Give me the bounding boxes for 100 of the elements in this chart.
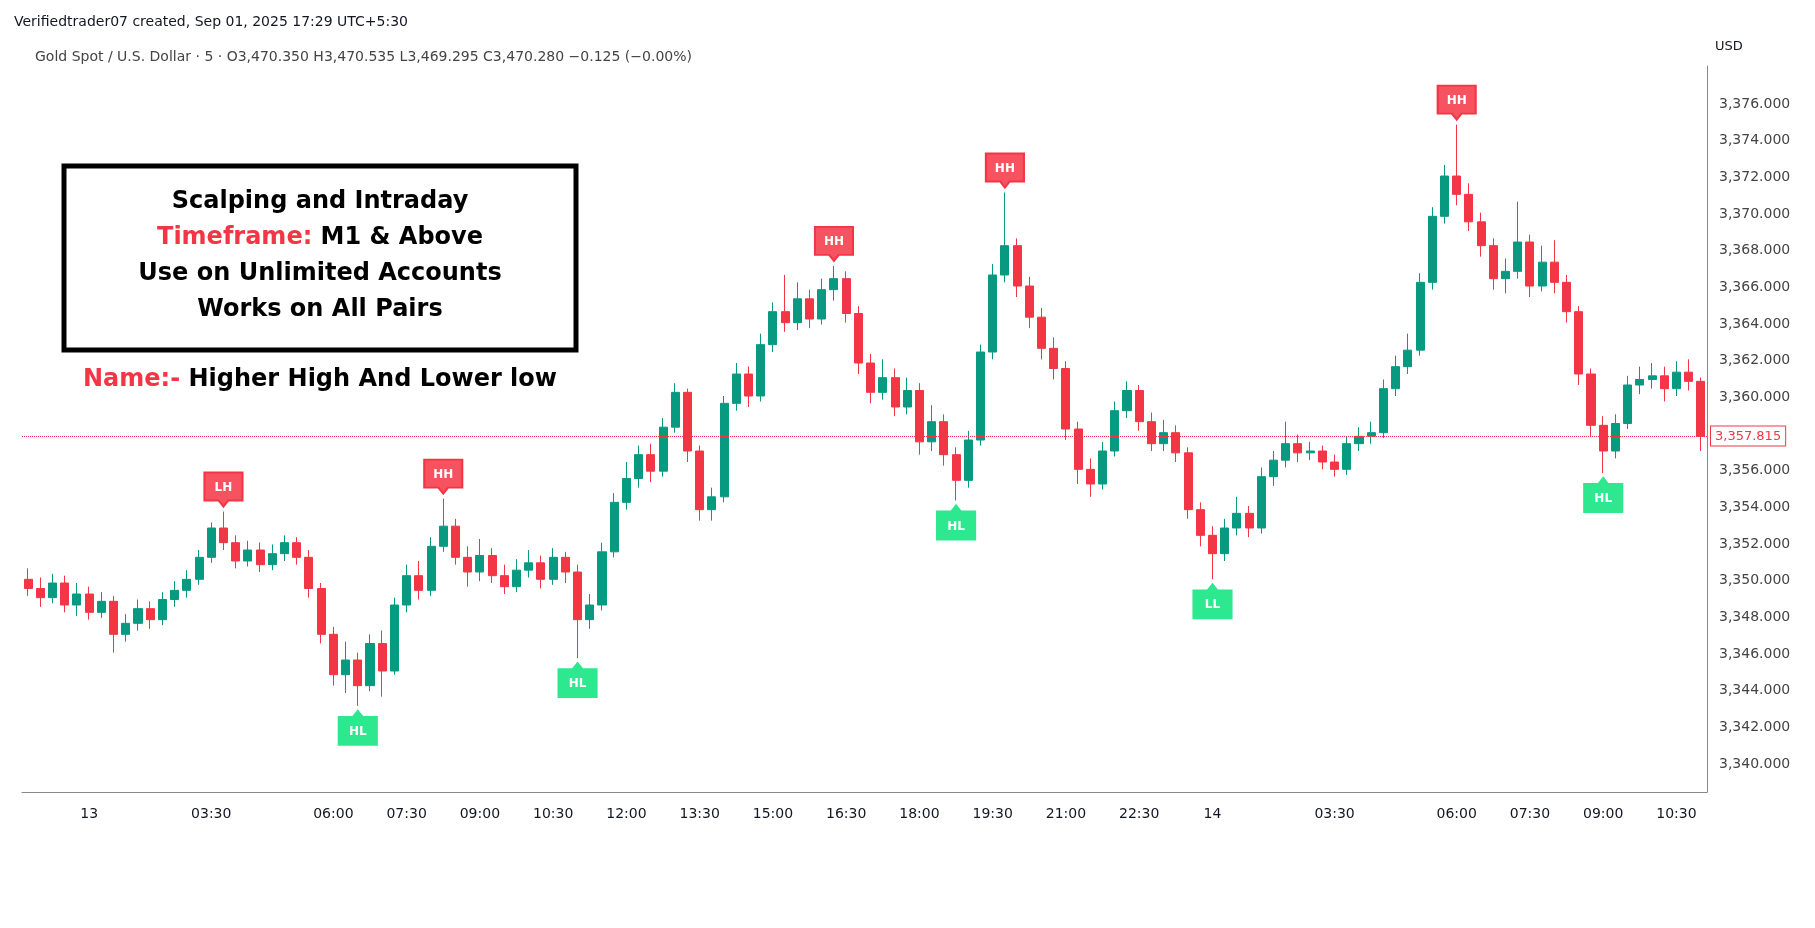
candlestick [451,518,460,566]
candlestick [1122,380,1132,419]
candlestick [292,536,301,566]
candlestick [952,446,961,501]
candlestick [1208,525,1217,580]
y-tick-label: 3,350.000 [1719,571,1791,588]
y-tick-label: 3,372.000 [1719,168,1791,184]
candlestick [854,305,863,375]
x-tick-label: 18:00 [899,805,940,821]
candlestick [1416,272,1425,357]
candlestick [1220,518,1229,562]
annotation: HL [1594,491,1613,505]
candlestick [1513,201,1522,280]
candlestick [536,555,545,589]
x-tick-label: 07:30 [1509,805,1551,821]
candlestick [561,551,570,584]
x-tick-label: 09:00 [1583,805,1624,821]
candlestick [1013,237,1022,298]
candlestick [1196,501,1205,547]
annotation: HL [947,518,966,533]
x-tick-label: 06:00 [1436,805,1477,821]
candlestick [1135,384,1144,432]
candlestick [1342,435,1351,476]
candlestick [1623,375,1632,430]
y-tick-label: 3,362.000 [1719,351,1791,368]
candlestick [1037,307,1046,360]
candlestick [1257,467,1266,534]
candlestick [1306,441,1315,461]
annotation: Timeframe: M1 & Above [157,222,483,250]
candlestick [1245,505,1254,538]
x-tick-label: 10:30 [532,805,574,821]
x-tick-label: 12:00 [606,805,647,821]
candlestick [1428,206,1437,291]
y-tick-label: 3,360.000 [1719,388,1791,404]
text: Verifiedtrader07 created, Sep 01, 2025 17:29 UTC+5:30 [14,13,408,29]
candlestick [634,445,643,489]
candlestick [1452,124,1461,206]
candlestick [170,580,179,608]
annotation: HH [823,233,845,248]
candlestick [1403,333,1412,375]
candlestick [1635,366,1644,395]
candlestick [1049,336,1058,380]
candlestick [793,281,802,331]
x-tick-label: 22:30 [1119,805,1160,821]
candlestick [1501,258,1510,294]
candlestick [36,577,45,608]
candlestick [1562,274,1571,324]
candlestick [1525,234,1534,298]
candlestick [622,461,631,511]
candlestick [365,633,375,692]
candlestick [842,270,851,324]
candlestick [182,569,191,599]
candlestick [317,582,326,644]
candlestick [207,522,216,564]
x-tick-label: 15:00 [752,805,794,821]
candlestick [549,547,558,586]
candlestick [463,545,472,588]
candlestick [427,536,436,597]
annotation: HL [568,676,587,691]
candlestick [829,265,838,302]
annotation: HH [433,466,454,481]
candlestick [85,586,94,621]
x-tick-label: 21:00 [1045,805,1087,821]
y-tick-label: 3,374.000 [1719,131,1791,148]
candlestick [744,366,753,408]
candlestick [353,652,362,707]
candlestick [573,564,582,659]
candlestick [988,263,997,360]
candlestick [243,540,252,567]
x-tick-label: 03:30 [1314,805,1355,821]
candlestick [488,547,497,584]
candlestick [304,549,313,599]
candlestick [695,445,704,522]
candlestick [756,333,765,402]
candlestick [781,274,790,333]
y-tick-label: 3,354.000 [1719,498,1791,514]
candlestick [146,600,155,630]
candlestick [903,377,912,415]
candlestick [1379,379,1388,439]
candlestick [1440,164,1449,225]
candlestick [256,542,265,573]
candlestick [976,344,985,446]
candlestick [671,382,680,434]
candlestick [866,353,875,404]
candlestick [597,542,607,611]
y-axis-title: USD [1715,38,1743,53]
y-tick-label: 3,344.000 [1719,681,1791,698]
candlestick [60,575,69,613]
candlestick [378,630,387,698]
annotation: Works on All Pairs [197,294,443,322]
candlestick [1574,305,1583,386]
candlestick [231,534,240,569]
candlestick [1232,496,1241,536]
candlestick [1611,413,1620,459]
candlestick [1672,360,1681,397]
candlestick [1477,212,1486,258]
x-tick-label: 13 [80,805,99,821]
x-tick-label: 14 [1203,805,1222,821]
candlestick [1281,421,1290,468]
candlestick [1269,450,1278,487]
